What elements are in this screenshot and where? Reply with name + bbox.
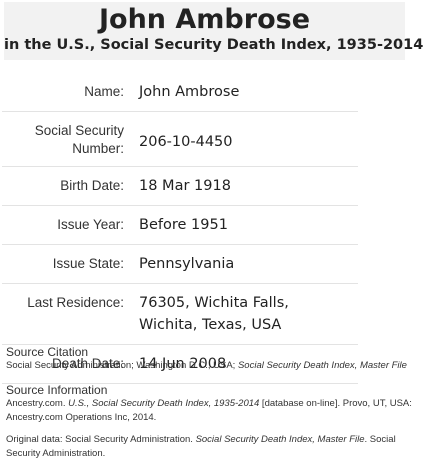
field-value: 14 Jun 2008 [139,356,227,372]
record-row-death-date: Death Date: 14 Jun 2008 [2,345,358,384]
field-value: 76305, Wichita Falls, Wichita, Texas, US… [139,295,289,333]
record-header: John Ambrose in the U.S., Social Securit… [4,2,424,60]
record-row-ssn: Social Security Number: 206-10-4450 [2,112,358,167]
record-row-issue-year: Issue Year: Before 1951 [2,206,358,245]
field-label: Name: [84,84,124,99]
field-label: Last Residence: [27,295,124,310]
source-citation-text: Social Security Administration; Washingt… [6,360,407,371]
person-name-title: John Ambrose [98,4,311,35]
field-value: John Ambrose [139,84,240,100]
field-label: Death Date: [51,356,124,371]
record-row-birth-date: Birth Date: 18 Mar 1918 [2,167,358,206]
field-label: Issue Year: [57,217,124,232]
record-row-issue-state: Issue State: Pennsylvania [2,245,358,284]
collection-title: in the U.S., Social Security Death Index… [4,37,424,53]
record-row-name: Name: John Ambrose [2,73,358,112]
field-value: 18 Mar 1918 [139,178,231,194]
field-label: Issue State: [52,256,124,271]
source-information-text: Ancestry.com. U.S., Social Security Deat… [6,398,412,423]
source-section: Source Citation Social Security Administ… [6,343,426,461]
field-value: 206-10-4450 [139,134,233,150]
field-label: Social Security Number: [34,123,124,156]
original-data-text: Original data: Social Security Administr… [6,434,396,459]
record-row-last-residence: Last Residence: 76305, Wichita Falls, Wi… [2,284,358,345]
source-information-heading: Source Information [6,383,108,397]
field-label: Birth Date: [60,178,124,193]
field-value: Before 1951 [139,217,228,233]
source-citation-heading: Source Citation [6,345,89,359]
field-value: Pennsylvania [139,256,235,272]
record-table: Name: John Ambrose Social Security Numbe… [2,73,358,384]
